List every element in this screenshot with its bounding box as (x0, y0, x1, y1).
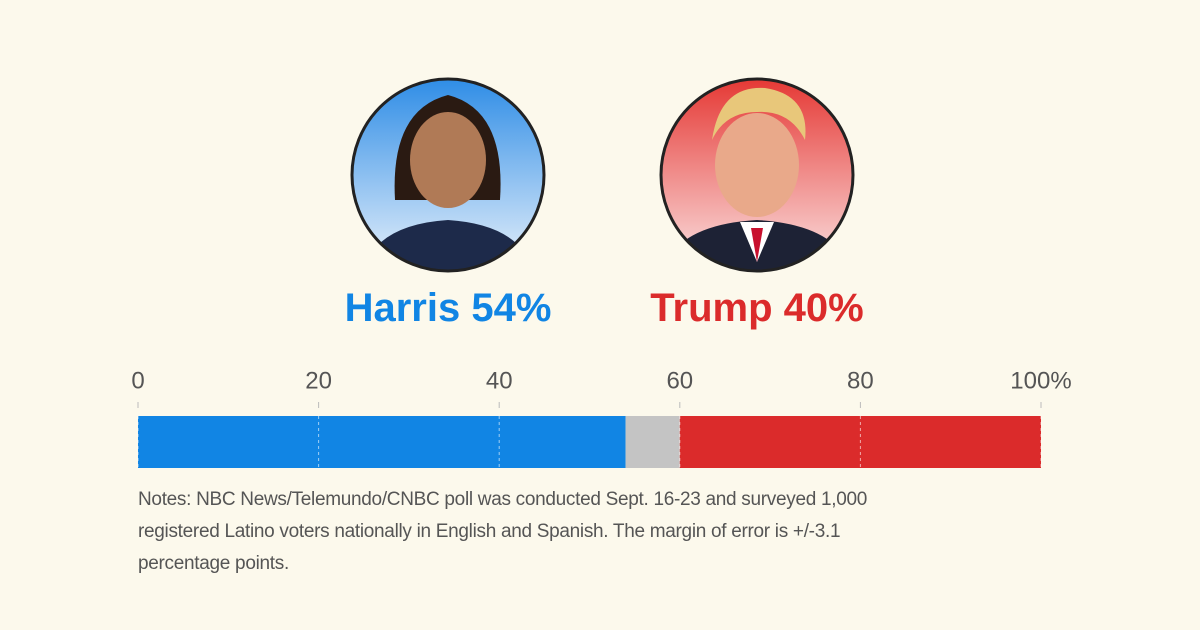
candidate-value: 54% (471, 286, 551, 330)
x-tick-label: 80 (847, 367, 874, 394)
bar-segment (625, 416, 680, 468)
candidate-label: Harris 54% (345, 286, 552, 330)
bar-segment (138, 416, 626, 468)
x-tick-label: 20 (305, 367, 332, 394)
x-tick-label: 100% (1010, 367, 1071, 394)
candidate-label: Trump 40% (650, 286, 863, 330)
portrait (659, 77, 855, 273)
candidate-name: Trump (650, 286, 772, 330)
x-tick-label: 60 (666, 367, 693, 394)
notes: Notes: NBC News/Telemundo/CNBC poll was … (138, 489, 868, 574)
x-tick-label: 0 (131, 367, 144, 394)
portrait (350, 77, 546, 273)
candidate-value: 40% (784, 286, 864, 330)
candidate-name: Harris (345, 286, 461, 330)
x-tick-label: 40 (486, 367, 513, 394)
